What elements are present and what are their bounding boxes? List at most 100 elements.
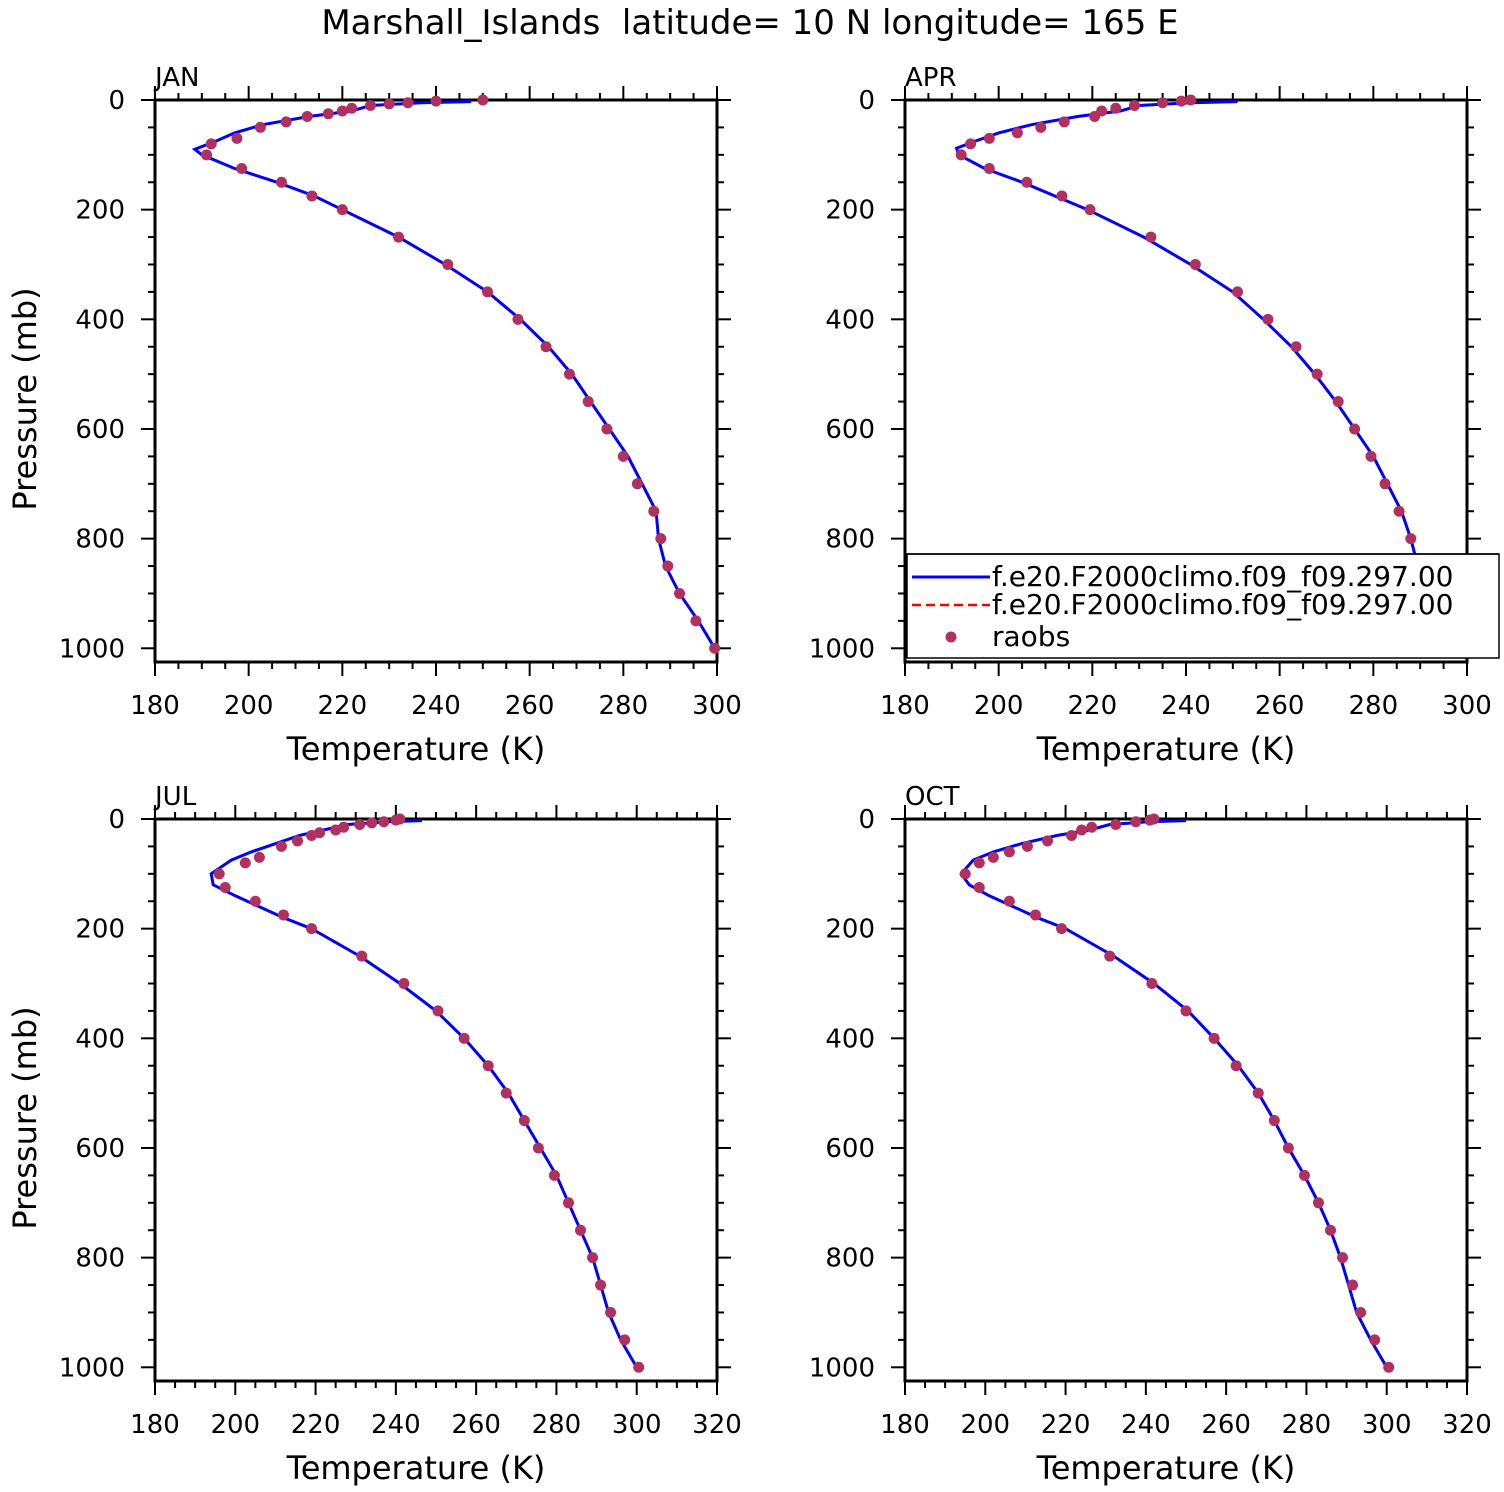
obs-point [219,882,231,894]
obs-point [1332,396,1344,408]
y-tick-label: 400 [825,305,875,335]
obs-point [1185,94,1197,106]
obs-point [442,258,454,270]
obs-point [973,882,985,894]
obs-point [1003,895,1015,907]
x-tick-label: 180 [130,691,180,721]
y-tick-label: 1000 [59,1353,125,1383]
obs-point [1104,950,1116,962]
obs-point [540,341,552,353]
x-tick-label: 180 [880,691,930,721]
obs-point [1130,816,1142,828]
obs-point [587,1252,599,1264]
x-tick-label: 300 [1442,691,1492,721]
y-tick-label: 200 [825,196,875,226]
x-tick-label: 280 [599,691,649,721]
obs-point [1290,341,1302,353]
obs-point [605,1306,617,1318]
obs-point [619,1334,631,1346]
x-tick-label: 280 [1282,1410,1332,1440]
plot-frame [903,817,1469,1383]
obs-point [364,99,376,111]
x-tick-label: 240 [1121,1410,1171,1440]
obs-point [987,851,999,863]
obs-point [306,190,318,202]
obs-point [1076,824,1088,836]
series-line-model2 [209,819,638,1368]
obs-point [292,835,304,847]
y-tick-label: 400 [75,1024,125,1054]
obs-point [277,909,289,921]
x-tick-label: 220 [291,1410,341,1440]
panel-label: APR [905,63,957,93]
obs-point [306,829,318,841]
x-tick-label: 300 [612,1410,662,1440]
y-tick-label: 800 [75,1244,125,1274]
obs-point [633,1361,645,1373]
obs-point [1146,977,1158,989]
legend: f.e20.F2000climo.f09_f09.297.00f.e20.F20… [906,553,1500,659]
legend-label: f.e20.F2000climo.f09_f09.297.00 [992,560,1453,593]
obs-point [1128,99,1140,111]
obs-point [1035,121,1047,133]
obs-point [1180,1005,1192,1017]
obs-point [582,396,594,408]
x-tick-label: 180 [130,1410,180,1440]
obs-point [346,102,358,114]
x-axis-title: Temperature (K) [1036,730,1296,768]
y-tick-label: 0 [858,86,875,116]
legend-label: f.e20.F2000climo.f09_f09.297.00 [992,588,1453,621]
obs-point [430,95,442,107]
x-tick-label: 220 [1068,691,1118,721]
x-tick-label: 240 [371,1410,421,1440]
series-line-model2 [192,100,716,649]
obs-point [482,1060,494,1072]
obs-point [1337,1252,1349,1264]
obs-point [1042,835,1054,847]
obs-point [1021,176,1033,188]
y-tick-label: 1000 [59,634,125,664]
obs-point [690,615,702,627]
obs-point [548,1169,560,1181]
y-tick-label: 600 [75,415,125,445]
obs-point [648,505,660,517]
y-tick-label: 0 [108,86,125,116]
y-tick-label: 200 [75,915,125,945]
x-tick-label: 200 [960,1410,1010,1440]
obs-point [532,1142,544,1154]
y-tick-label: 200 [75,196,125,226]
obs-point [1056,923,1068,935]
obs-point [1003,846,1015,858]
obs-point [1282,1142,1294,1154]
panel-label: JUL [153,782,197,812]
obs-point [1383,1361,1395,1373]
obs-point [1029,909,1041,921]
panels: 180 200 220 240 260 280 300 0 200 400 600 800 1000 JA… [6,63,1500,1487]
obs-point [973,857,985,869]
obs-point [674,587,686,599]
obs-point [1021,840,1033,852]
obs-point [330,824,342,836]
x-tick-label: 200 [210,1410,260,1440]
y-tick-label: 800 [825,525,875,555]
obs-point [1011,127,1023,139]
obs-point [390,814,402,826]
obs-point [458,1032,470,1044]
x-tick-label: 320 [692,1410,742,1440]
legend-swatch-marker [945,631,957,643]
obs-point [1157,97,1169,109]
panel-label: JAN [153,63,199,93]
y-tick-label: 0 [858,805,875,835]
obs-point [1084,204,1096,216]
obs-point [1262,313,1274,325]
obs-point [709,642,721,654]
obs-point [1393,505,1405,517]
obs-point [1405,533,1417,545]
obs-point [1189,258,1201,270]
x-tick-label: 220 [1041,1410,1091,1440]
obs-point [205,138,217,150]
obs-point [336,105,348,117]
x-tick-label: 200 [224,691,274,721]
series-line-model2 [959,819,1388,1368]
obs-point [1144,814,1156,826]
